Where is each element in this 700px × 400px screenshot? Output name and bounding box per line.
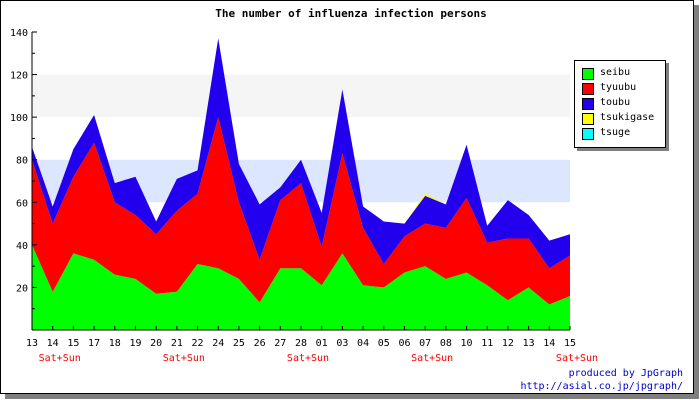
legend-swatch (582, 113, 594, 125)
x-tick-label: 18 (109, 338, 121, 349)
legend-swatch (582, 83, 594, 95)
weekend-label: Sat+Sun (163, 353, 205, 364)
tick-labels: 20 40 60 80 100 120 140 13 14 15 17 18 19 20 21 22 24 25 2… (10, 28, 598, 364)
grid-band (32, 32, 570, 75)
legend-swatch (582, 98, 594, 110)
x-tick-label: 14 (543, 338, 555, 349)
grid-band (32, 74, 570, 118)
x-tick-label: 07 (419, 338, 431, 349)
chart-frame: The number of influenza infection person… (0, 0, 694, 394)
x-tick-label: 13 (26, 338, 38, 349)
weekend-label: Sat+Sun (287, 353, 329, 364)
x-tick-label: 12 (502, 338, 514, 349)
weekend-label: Sat+Sun (411, 353, 453, 364)
legend-label: tsukigase (600, 112, 655, 123)
legend-label: toubu (600, 97, 631, 108)
x-tick-label: 08 (440, 338, 452, 349)
legend-label: tyuubu (600, 82, 637, 93)
legend: seibu tyuubu toubu tsukigase tsuge (574, 60, 666, 148)
credit: produced by JpGraph http://asial.co.jp/j… (520, 367, 683, 393)
chart-plot: The number of influenza infection person… (10, 7, 598, 364)
x-tick-label: 25 (233, 338, 245, 349)
x-tick-label: 15 (564, 338, 576, 349)
credit-line-2: http://asial.co.jp/jpgraph/ (520, 381, 683, 392)
x-tick-label: 24 (212, 338, 224, 349)
weekend-label: Sat+Sun (39, 353, 81, 364)
series-area-tyuubu (32, 117, 570, 305)
y-tick-label: 120 (10, 71, 28, 82)
x-tick-label: 20 (150, 338, 162, 349)
chart-title: The number of influenza infection person… (215, 7, 487, 20)
x-tick-label: 11 (481, 338, 493, 349)
x-tick-label: 10 (461, 338, 473, 349)
x-tick-label: 04 (357, 338, 369, 349)
x-tick-label: 05 (378, 338, 390, 349)
x-tick-label: 21 (171, 338, 183, 349)
x-tick-label: 22 (192, 338, 204, 349)
stacked-areas (32, 38, 570, 330)
x-tick-label: 01 (316, 338, 328, 349)
series-area-seibu (32, 244, 570, 330)
x-tick-label: 27 (274, 338, 286, 349)
y-tick-label: 140 (10, 28, 28, 39)
x-tick-label: 26 (254, 338, 266, 349)
series-area-toubu (32, 38, 570, 269)
x-tick-label: 13 (523, 338, 535, 349)
x-tick-label: 14 (47, 338, 59, 349)
grid-band (32, 117, 570, 160)
legend-swatch (582, 128, 594, 140)
x-tick-label: 15 (67, 338, 79, 349)
y-tick-label: 40 (16, 241, 28, 252)
legend-label: tsuge (600, 127, 631, 138)
y-tick-label: 60 (16, 198, 28, 209)
legend-swatch (582, 68, 594, 80)
y-tick-label: 100 (10, 113, 28, 124)
weekend-label: Sat+Sun (556, 353, 598, 364)
y-tick-label: 20 (16, 283, 28, 294)
x-tick-label: 06 (398, 338, 410, 349)
x-tick-label: 03 (336, 338, 348, 349)
y-tick-label: 80 (16, 156, 28, 167)
legend-label: seibu (600, 67, 631, 78)
x-tick-label: 28 (295, 338, 307, 349)
x-tick-label: 19 (129, 338, 141, 349)
axes (31, 31, 571, 331)
credit-line-1: produced by JpGraph (568, 368, 683, 379)
x-tick-label: 17 (88, 338, 100, 349)
